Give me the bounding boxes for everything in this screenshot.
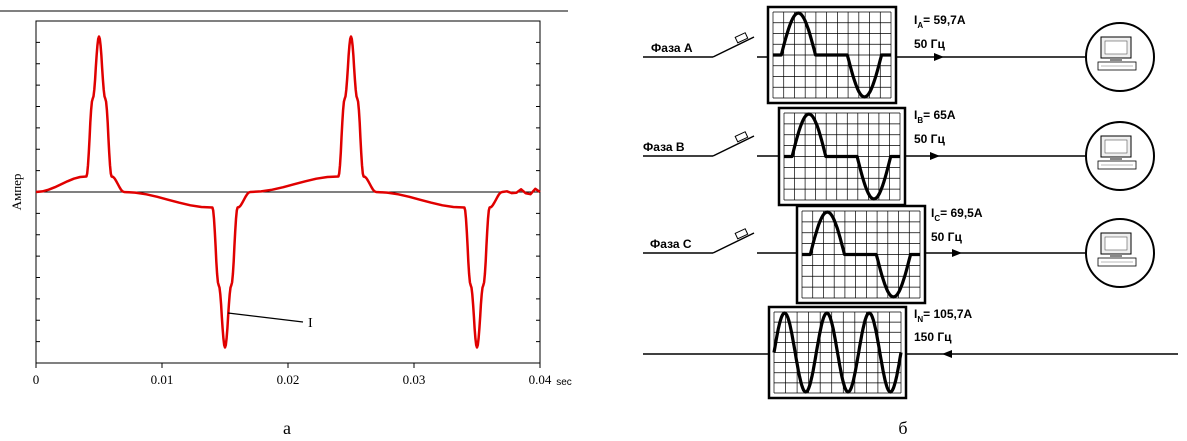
phase-a-switch-blade <box>712 36 755 58</box>
x-tick-label: 0.02 <box>277 372 300 387</box>
oscillogram-wave <box>773 11 891 99</box>
phase-b-row: Фаза B IB= 65A 50 Гц <box>643 106 1155 207</box>
phase-a-row: Фаза A IA= 59,7A 50 Гц <box>643 5 1155 105</box>
neutral-oscillogram <box>767 305 908 400</box>
phase-b-frequency: 50 Гц <box>914 132 945 146</box>
curve-label: I <box>308 316 313 331</box>
phase-a-label: Фаза A <box>651 41 693 55</box>
phase-c-frequency: 50 Гц <box>931 230 962 244</box>
neutral-frequency: 150 Гц <box>914 330 952 344</box>
y-axis-label: Ампер <box>9 174 24 211</box>
oscillogram-wave <box>784 112 900 201</box>
phase-b-current-sub: B <box>917 116 923 125</box>
y-ticks <box>36 20 540 364</box>
phase-b-arrow <box>930 152 940 160</box>
three-phase-diagram: Фаза A IA= 59,7A 50 Гц Фаза B IB= 65A <box>643 5 1178 438</box>
phase-c-load-computer <box>1085 218 1155 288</box>
phase-c-switch-handle <box>734 228 749 240</box>
current-curve <box>35 35 541 349</box>
x-tick-label: 0.03 <box>403 372 426 387</box>
phase-c-label: Фаза C <box>650 237 692 251</box>
phase-a-oscillogram <box>766 5 898 105</box>
phase-b-switch-blade <box>712 135 755 157</box>
x-tick-label: 0 <box>33 372 40 387</box>
neutral-row: IN= 105,7A 150 Гц <box>643 305 1178 400</box>
phase-c-switch-blade <box>712 232 755 254</box>
curve-label-leader <box>227 312 304 323</box>
phase-b-label: Фаза B <box>643 140 685 154</box>
phase-a-arrow <box>934 53 944 61</box>
neutral-current-value: = 105,7A <box>923 307 972 321</box>
phase-a-current-value: = 59,7A <box>923 13 966 27</box>
phase-c-oscillogram <box>795 204 927 305</box>
x-tick-label: 0.04 <box>529 372 552 387</box>
caption-b: б <box>898 418 907 438</box>
oscillogram-wave <box>772 311 903 394</box>
x-axis-unit: sec <box>556 377 572 388</box>
oscillogram-wave <box>802 210 920 299</box>
phase-b-oscillogram <box>777 106 907 207</box>
caption-a: а <box>283 418 291 438</box>
x-tick-label: 0.01 <box>151 372 174 387</box>
phase-a-current-sub: A <box>917 21 923 30</box>
neutral-arrow <box>942 350 952 358</box>
phase-c-row: Фаза C IC= 69,5A 50 Гц <box>643 204 1155 305</box>
phase-a-switch-handle <box>734 32 749 44</box>
phase-c-current-sub: C <box>934 214 940 223</box>
x-ticks: 0 0.01 0.02 0.03 0.04 <box>33 363 552 387</box>
phase-b-current-value: = 65A <box>923 108 956 122</box>
phase-c-current-value: = 69,5A <box>940 206 983 220</box>
phase-b-switch-handle <box>734 131 749 143</box>
neutral-current: IN= 105,7A <box>914 307 972 324</box>
current-waveform-chart: 0 0.01 0.02 0.03 0.04 I Ампер sec а <box>0 10 572 438</box>
phase-c-current: IC= 69,5A <box>931 206 983 223</box>
phase-a-current: IA= 59,7A <box>914 13 966 30</box>
neutral-current-sub: N <box>917 315 923 324</box>
phase-a-load-computer <box>1085 22 1155 92</box>
phase-b-current: IB= 65A <box>914 108 956 125</box>
phase-c-arrow <box>952 249 962 257</box>
phase-a-frequency: 50 Гц <box>914 37 945 51</box>
phase-b-load-computer <box>1085 121 1155 191</box>
